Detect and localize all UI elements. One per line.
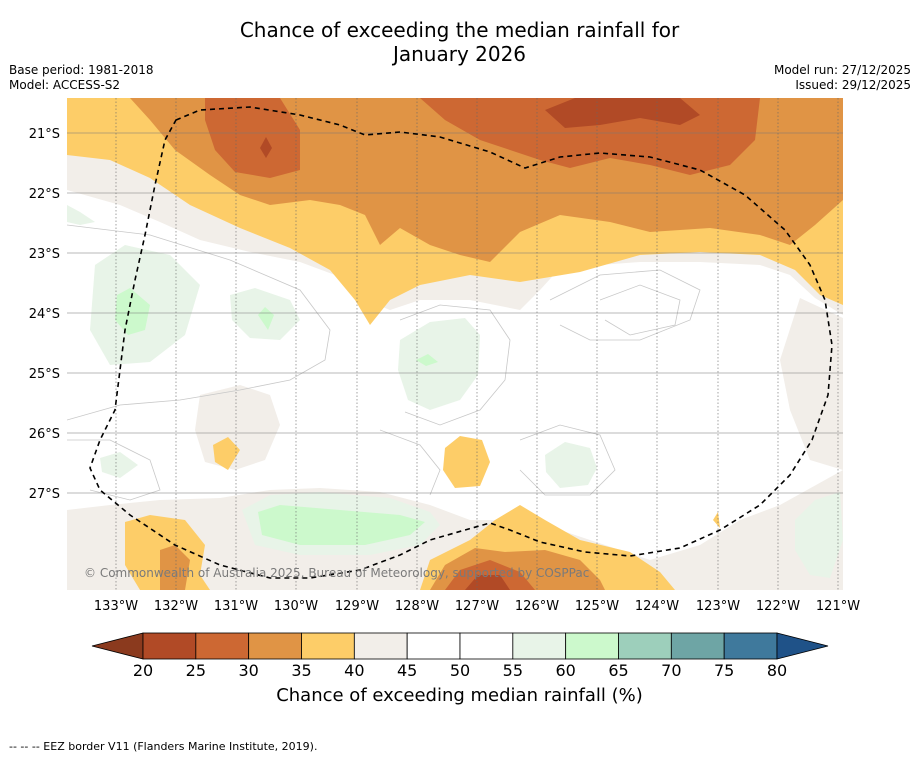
lat-label: 26°S bbox=[29, 427, 60, 442]
region-30-35-bottom-west bbox=[160, 545, 190, 590]
copyright-text: © Commonwealth of Australia 2025, Bureau… bbox=[84, 566, 589, 580]
colorbar-tick-label: 80 bbox=[767, 661, 787, 680]
region-60-65-a bbox=[115, 288, 150, 335]
colorbar-segment bbox=[195, 632, 250, 660]
colorbar-tick-label: 65 bbox=[608, 661, 628, 680]
colorbar-arrow-high bbox=[776, 632, 829, 660]
colorbar-segment bbox=[723, 632, 778, 660]
meta-right: Model run: 27/12/2025 Issued: 29/12/2025 bbox=[774, 63, 911, 93]
colorbar-tick-label: 50 bbox=[450, 661, 470, 680]
region-55-60-east bbox=[545, 442, 597, 488]
colorbar-tick-label: 75 bbox=[714, 661, 734, 680]
lon-label: 127°W bbox=[455, 599, 499, 614]
colorbar-arrow-low bbox=[91, 632, 144, 660]
lon-label: 131°W bbox=[214, 599, 258, 614]
region-40-45-right bbox=[780, 298, 843, 470]
colorbar-tick-label: 45 bbox=[397, 661, 417, 680]
colorbar-segment bbox=[618, 632, 672, 660]
colorbar-tick-label: 60 bbox=[555, 661, 575, 680]
model-run: Model run: 27/12/2025 bbox=[773, 63, 911, 77]
colorbar-tick-label: 40 bbox=[344, 661, 364, 680]
region-60-65-d bbox=[416, 354, 438, 366]
lat-label: 27°S bbox=[29, 487, 60, 502]
grid-lines bbox=[115, 98, 839, 590]
region-55-60-corner bbox=[67, 205, 95, 225]
colorbar-tick-label: 35 bbox=[291, 661, 311, 680]
lat-label: 22°S bbox=[29, 187, 60, 202]
colorbar-segment bbox=[142, 632, 197, 660]
colorbar-segment bbox=[565, 632, 619, 660]
lon-label: 123°W bbox=[696, 599, 740, 614]
eez-legend: -- -- -- EEZ border V11 (Flanders Marine… bbox=[9, 740, 318, 753]
lat-labels: 21°S 22°S 23°S 24°S 25°S 26°S 27°S bbox=[29, 127, 60, 502]
base-period: Base period: 1981-2018 bbox=[9, 63, 154, 77]
lon-label: 122°W bbox=[756, 599, 800, 614]
contour-lines bbox=[67, 224, 701, 501]
region-55-60-center bbox=[398, 318, 480, 410]
model-name: Model: ACCESS-S2 bbox=[9, 78, 121, 92]
region-20-25-bottom bbox=[465, 575, 510, 590]
region-20-25 bbox=[545, 98, 700, 128]
lon-label: 133°W bbox=[94, 599, 138, 614]
colorbar-tick-label: 20 bbox=[133, 661, 153, 680]
colorbar-segment bbox=[353, 632, 408, 660]
title-line-1: Chance of exceeding the median rainfall … bbox=[239, 18, 680, 42]
lon-label: 121°W bbox=[816, 599, 860, 614]
lat-label: 25°S bbox=[29, 367, 60, 382]
lon-label: 126°W bbox=[515, 599, 559, 614]
title-line-2: January 2026 bbox=[392, 42, 527, 66]
lon-label: 124°W bbox=[635, 599, 679, 614]
colorbar-segment bbox=[459, 632, 514, 660]
meta-left: Base period: 1981-2018 Model: ACCESS-S2 bbox=[9, 63, 154, 93]
map-field bbox=[67, 98, 843, 590]
region-20-25-dot bbox=[260, 137, 272, 158]
eez-border bbox=[89, 106, 833, 579]
colorbar-tick-label: 30 bbox=[238, 661, 258, 680]
lat-label: 23°S bbox=[29, 247, 60, 262]
region-60-65-b bbox=[258, 505, 425, 545]
colorbar-segment bbox=[670, 632, 725, 660]
region-55-60-left bbox=[100, 452, 138, 478]
lon-label: 128°W bbox=[395, 599, 439, 614]
colorbar-segment bbox=[406, 632, 461, 660]
colorbar-tick-label: 70 bbox=[661, 661, 681, 680]
region-55-60-ne bbox=[795, 492, 843, 578]
lon-label: 132°W bbox=[154, 599, 198, 614]
colorbar-segment bbox=[301, 632, 355, 660]
lon-label: 130°W bbox=[274, 599, 318, 614]
colorbar-tick-label: 25 bbox=[186, 661, 206, 680]
issued-date: Issued: 29/12/2025 bbox=[795, 78, 911, 92]
colorbar: 20 25 30 35 40 45 50 55 60 65 70 75 80 bbox=[91, 632, 829, 680]
colorbar-label: Chance of exceeding median rainfall (%) bbox=[276, 685, 643, 706]
lon-label: 129°W bbox=[335, 599, 379, 614]
chart-title: Chance of exceeding the median rainfall … bbox=[0, 18, 919, 66]
lon-label: 125°W bbox=[575, 599, 619, 614]
colorbar-segment bbox=[512, 632, 567, 660]
colorbar-segment bbox=[248, 632, 302, 660]
lat-label: 21°S bbox=[29, 127, 60, 142]
region-35-40-center bbox=[443, 436, 490, 488]
lat-label: 24°S bbox=[29, 307, 60, 322]
lat-grid-lines bbox=[67, 132, 843, 494]
colorbar-tick-label: 55 bbox=[503, 661, 523, 680]
region-25-30 bbox=[205, 98, 300, 178]
lon-labels: 133°W 132°W 131°W 130°W 129°W 128°W 127°… bbox=[94, 599, 860, 614]
region-35-40-small bbox=[213, 437, 240, 470]
rainfall-map: © Commonwealth of Australia 2025, Bureau… bbox=[29, 98, 860, 680]
